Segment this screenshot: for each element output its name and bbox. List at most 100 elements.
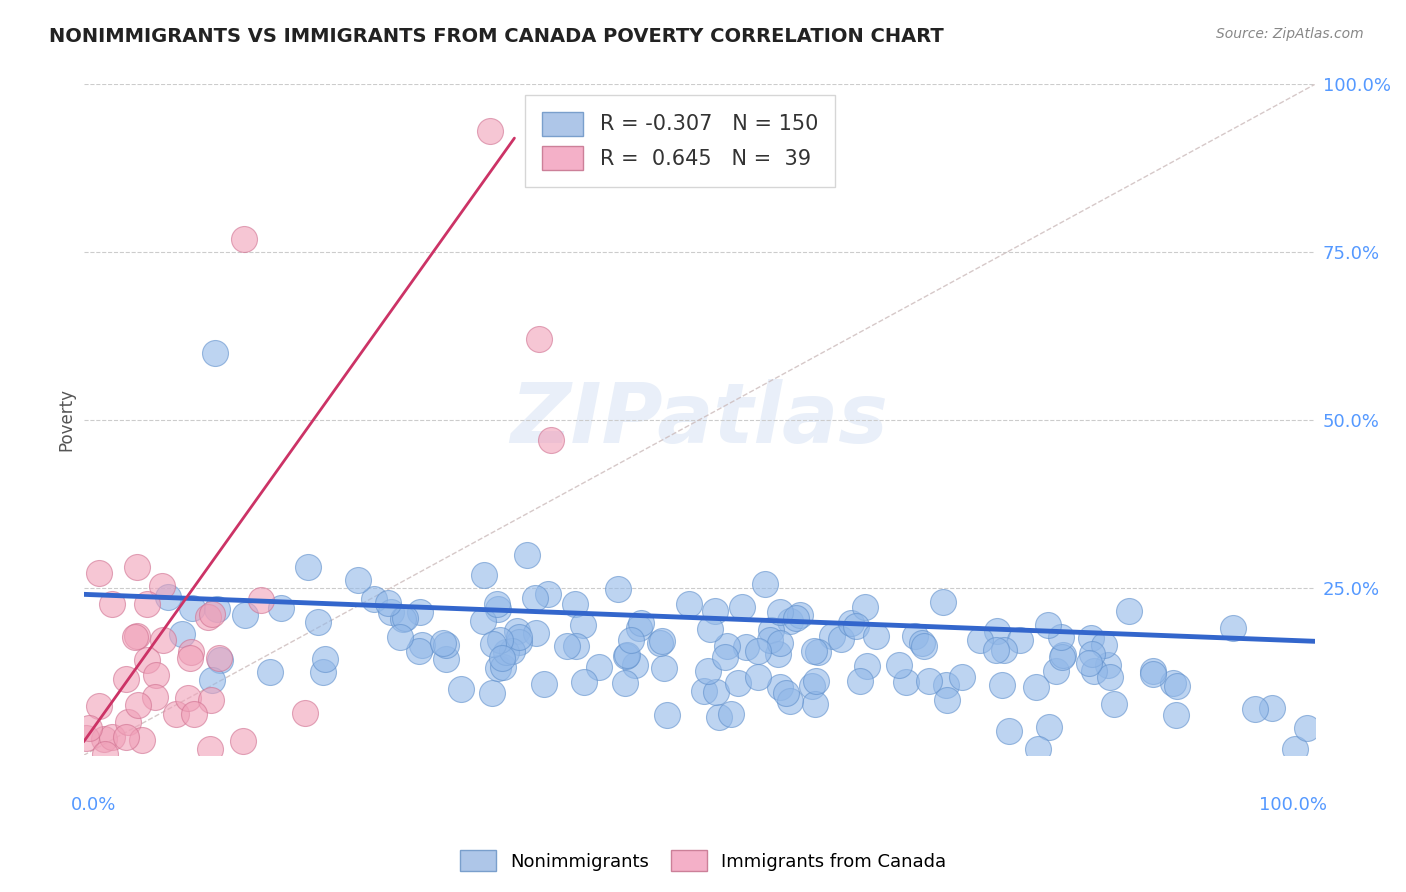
Point — [714, 649, 737, 664]
Point — [693, 683, 716, 698]
Point — [912, 639, 935, 653]
Point — [434, 638, 457, 652]
Point — [117, 715, 139, 730]
Point — [1026, 741, 1049, 756]
Point — [841, 615, 863, 630]
Point — [478, 124, 501, 138]
Point — [768, 648, 790, 662]
Point — [588, 660, 610, 674]
Point — [170, 627, 193, 641]
Point — [779, 614, 801, 628]
Point — [557, 639, 579, 653]
Point — [363, 592, 385, 607]
Point — [1083, 664, 1105, 678]
Point — [1052, 650, 1074, 665]
Point — [143, 690, 166, 705]
Point — [1010, 632, 1032, 647]
Point — [697, 664, 720, 678]
Point — [208, 651, 231, 665]
Point — [759, 623, 782, 637]
Point — [1222, 621, 1244, 635]
Point — [1099, 670, 1122, 684]
Point — [259, 665, 281, 680]
Point — [993, 643, 1015, 657]
Point — [127, 698, 149, 713]
Point — [93, 732, 115, 747]
Point — [769, 605, 792, 619]
Point — [651, 634, 673, 648]
Point — [1142, 665, 1164, 679]
Point — [804, 674, 827, 689]
Point — [910, 636, 932, 650]
Point — [789, 607, 811, 622]
Point — [628, 621, 651, 635]
Point — [969, 632, 991, 647]
Point — [201, 673, 224, 687]
Point — [472, 568, 495, 582]
Point — [183, 707, 205, 722]
Point — [489, 632, 512, 647]
Point — [1261, 700, 1284, 714]
Point — [830, 632, 852, 647]
Point — [804, 697, 827, 711]
Point — [918, 673, 941, 688]
Point — [100, 730, 122, 744]
Point — [950, 670, 973, 684]
Point — [136, 653, 159, 667]
Point — [432, 635, 454, 649]
Text: 100.0%: 100.0% — [1258, 796, 1327, 814]
Point — [616, 648, 638, 662]
Point — [1038, 720, 1060, 734]
Point — [678, 598, 700, 612]
Point — [89, 566, 111, 580]
Point — [984, 643, 1007, 657]
Point — [572, 674, 595, 689]
Point — [124, 630, 146, 644]
Point — [232, 232, 254, 246]
Point — [495, 645, 517, 659]
Point — [706, 685, 728, 699]
Point — [769, 636, 792, 650]
Point — [115, 731, 138, 745]
Point — [486, 597, 509, 611]
Point — [630, 616, 652, 631]
Point — [607, 582, 630, 596]
Text: NONIMMIGRANTS VS IMMIGRANTS FROM CANADA POVERTY CORRELATION CHART: NONIMMIGRANTS VS IMMIGRANTS FROM CANADA … — [49, 27, 943, 45]
Point — [516, 548, 538, 562]
Point — [434, 652, 457, 666]
Point — [727, 676, 749, 690]
Point — [294, 706, 316, 720]
Point — [648, 635, 671, 649]
Point — [1166, 679, 1188, 693]
Legend: Nonimmigrants, Immigrants from Canada: Nonimmigrants, Immigrants from Canada — [453, 843, 953, 879]
Point — [1118, 604, 1140, 618]
Point — [620, 633, 643, 648]
Point — [233, 608, 256, 623]
Point — [1045, 665, 1067, 679]
Point — [1102, 697, 1125, 711]
Point — [125, 629, 148, 643]
Point — [1050, 630, 1073, 644]
Legend: R = -0.307   N = 150, R =  0.645   N =  39: R = -0.307 N = 150, R = 0.645 N = 39 — [524, 95, 835, 186]
Point — [145, 668, 167, 682]
Point — [389, 630, 412, 644]
Point — [482, 637, 505, 651]
Point — [935, 693, 957, 707]
Point — [747, 644, 769, 658]
Point — [565, 639, 588, 653]
Point — [198, 742, 221, 756]
Point — [821, 629, 844, 643]
Point — [491, 650, 513, 665]
Point — [769, 680, 792, 694]
Point — [1097, 657, 1119, 672]
Point — [179, 650, 201, 665]
Point — [801, 679, 824, 693]
Point — [486, 602, 509, 616]
Point — [209, 653, 232, 667]
Point — [200, 692, 222, 706]
Point — [1244, 702, 1267, 716]
Point — [1164, 707, 1187, 722]
Point — [197, 609, 219, 624]
Point — [807, 645, 830, 659]
Point — [1080, 632, 1102, 646]
